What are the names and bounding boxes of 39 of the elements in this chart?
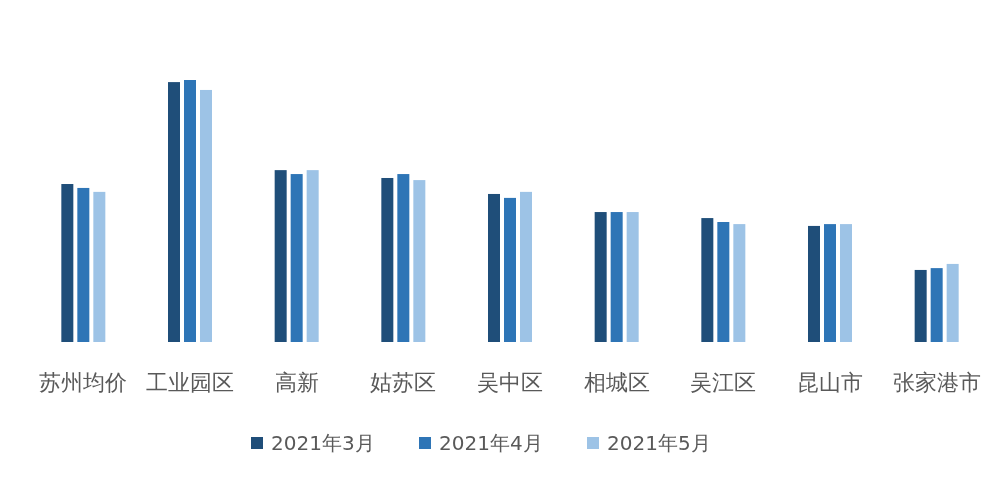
bar (946, 263, 959, 342)
x-tick-label: 相城区 (583, 370, 650, 395)
bar (61, 184, 74, 342)
x-tick-label: 昆山市 (797, 370, 863, 395)
bar (488, 193, 500, 342)
bar (824, 224, 836, 342)
x-tick-label: 工业园区 (146, 370, 234, 395)
x-tick-label: 苏州均价 (39, 370, 128, 395)
bar (610, 212, 623, 342)
bar (290, 174, 303, 342)
bar (397, 174, 410, 342)
bar (200, 89, 212, 342)
bar (413, 180, 426, 342)
bar (733, 224, 746, 342)
x-tick-label: 高新 (274, 370, 319, 395)
bar (808, 225, 820, 342)
bar (77, 187, 90, 342)
bar (93, 191, 106, 342)
x-tick-label: 吴江区 (690, 370, 757, 395)
x-tick-label: 张家港市 (892, 370, 981, 395)
x-tick-label: 姑苏区 (370, 370, 437, 395)
bar (520, 191, 532, 342)
bar (717, 222, 730, 342)
bar (274, 170, 287, 342)
legend-label: 2021年4月 (439, 431, 543, 455)
bar (168, 82, 180, 342)
bar (381, 177, 394, 342)
bar (840, 224, 852, 342)
bar (504, 197, 516, 342)
legend-label: 2021年3月 (271, 431, 375, 455)
x-tick-label: 吴中区 (477, 370, 543, 395)
bar (184, 80, 196, 342)
bar (914, 269, 927, 342)
bar (306, 170, 319, 342)
bar (626, 212, 639, 342)
bar (594, 212, 607, 342)
bar (701, 218, 714, 342)
legend-label: 2021年5月 (607, 431, 711, 455)
bar (930, 268, 943, 342)
